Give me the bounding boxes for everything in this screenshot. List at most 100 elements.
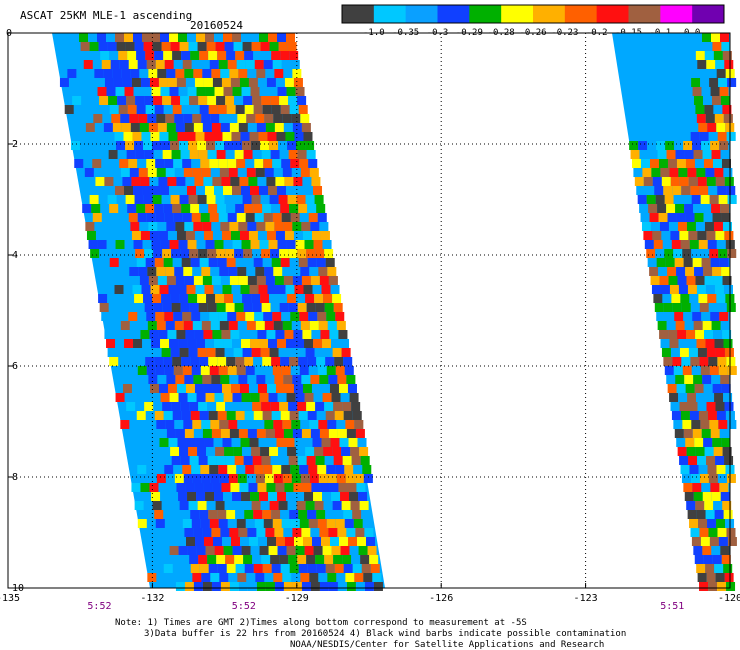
swath-cell xyxy=(351,555,361,564)
swath-cell xyxy=(179,42,189,51)
swath-cell xyxy=(154,204,164,213)
swath-cell xyxy=(255,573,265,582)
swath-cell xyxy=(369,555,379,564)
swath-cell xyxy=(106,87,116,96)
swath-cell xyxy=(136,51,146,60)
swath-cell xyxy=(160,339,170,348)
swath-cell xyxy=(222,132,232,141)
swath-cell xyxy=(356,483,366,492)
swath-cell xyxy=(702,96,712,105)
swath-cell xyxy=(691,420,701,429)
swath-cell xyxy=(279,303,289,312)
swath-cell xyxy=(212,78,222,87)
swath-cell xyxy=(633,168,643,177)
swath-cell xyxy=(179,447,189,456)
swath-cell xyxy=(269,42,279,51)
swath-cell xyxy=(214,492,224,501)
swath-cell xyxy=(109,258,119,267)
swath-cell xyxy=(355,582,365,591)
swath-cell xyxy=(702,204,712,213)
swath-cell xyxy=(704,447,714,456)
swath-cell xyxy=(283,375,293,384)
swath-cell xyxy=(91,204,101,213)
swath-cell xyxy=(277,546,287,555)
swath-cell xyxy=(350,447,360,456)
swath-cell xyxy=(308,159,318,168)
swath-cell xyxy=(155,159,165,168)
swath-cell xyxy=(260,447,270,456)
swath-cell xyxy=(253,357,263,366)
swath-cell xyxy=(164,465,174,474)
swath-cell xyxy=(323,294,333,303)
swath-cell xyxy=(724,573,734,582)
swath-cell xyxy=(302,231,312,240)
swath-cell xyxy=(270,456,280,465)
swath-cell xyxy=(239,231,249,240)
swath-cell xyxy=(672,303,682,312)
swath-cell xyxy=(285,438,295,447)
swath-cell xyxy=(280,357,290,366)
swath-cell xyxy=(259,33,268,42)
swath-cell xyxy=(295,339,305,348)
swath-cell xyxy=(185,330,195,339)
swath-cell xyxy=(191,312,201,321)
swath-cell xyxy=(299,213,309,222)
swath-cell xyxy=(703,384,713,393)
swath-cell xyxy=(689,519,699,528)
swath-cell xyxy=(244,258,254,267)
swath-cell xyxy=(682,366,692,375)
swath-cell xyxy=(328,582,338,591)
swath-cell xyxy=(208,510,218,519)
swath-cell xyxy=(266,384,276,393)
swath-cell xyxy=(218,159,228,168)
swath-cell xyxy=(707,69,717,78)
swath-cell xyxy=(678,168,688,177)
swath-cell xyxy=(329,330,339,339)
swath-cell xyxy=(240,132,250,141)
swath-cell xyxy=(679,177,689,186)
swath-cell xyxy=(190,258,200,267)
swath-cell xyxy=(667,159,677,168)
swath-cell xyxy=(313,339,323,348)
swath-cell xyxy=(64,105,74,114)
swath-cell xyxy=(313,240,323,249)
swath-cell xyxy=(685,213,695,222)
swath-cell xyxy=(239,177,249,186)
swath-cell xyxy=(275,384,285,393)
swath-cell xyxy=(653,240,663,249)
swath-cell xyxy=(224,42,234,51)
swath-cell xyxy=(226,51,236,60)
swath-cell xyxy=(242,42,252,51)
swath-cell xyxy=(304,339,314,348)
swath-cell xyxy=(705,564,715,573)
swath-cell xyxy=(214,393,224,402)
swath-cell xyxy=(98,42,108,51)
swath-cell xyxy=(694,267,704,276)
swath-cell xyxy=(318,321,328,330)
swath-cell xyxy=(719,483,729,492)
swath-cell xyxy=(122,330,132,339)
swath-cell xyxy=(709,78,719,87)
swath-cell xyxy=(179,141,189,150)
swath-cell xyxy=(724,231,734,240)
swath-cell xyxy=(268,339,278,348)
swath-cell xyxy=(212,330,222,339)
swath-cell xyxy=(705,168,715,177)
swath-cell xyxy=(710,483,720,492)
swath-cell xyxy=(208,51,218,60)
swath-cell xyxy=(699,132,709,141)
swath-cell xyxy=(244,105,254,114)
swath-cell xyxy=(239,78,249,87)
swath-cell xyxy=(240,285,250,294)
swath-cell xyxy=(158,78,168,87)
swath-cell xyxy=(258,132,268,141)
swath-cell xyxy=(201,420,211,429)
swath-cell xyxy=(224,195,234,204)
swath-cell xyxy=(97,33,106,42)
swath-cell xyxy=(133,33,142,42)
swath-cell xyxy=(160,240,170,249)
swath-cell xyxy=(280,258,290,267)
swath-cell xyxy=(304,240,314,249)
swath-cell xyxy=(711,204,721,213)
swath-cell xyxy=(122,384,132,393)
